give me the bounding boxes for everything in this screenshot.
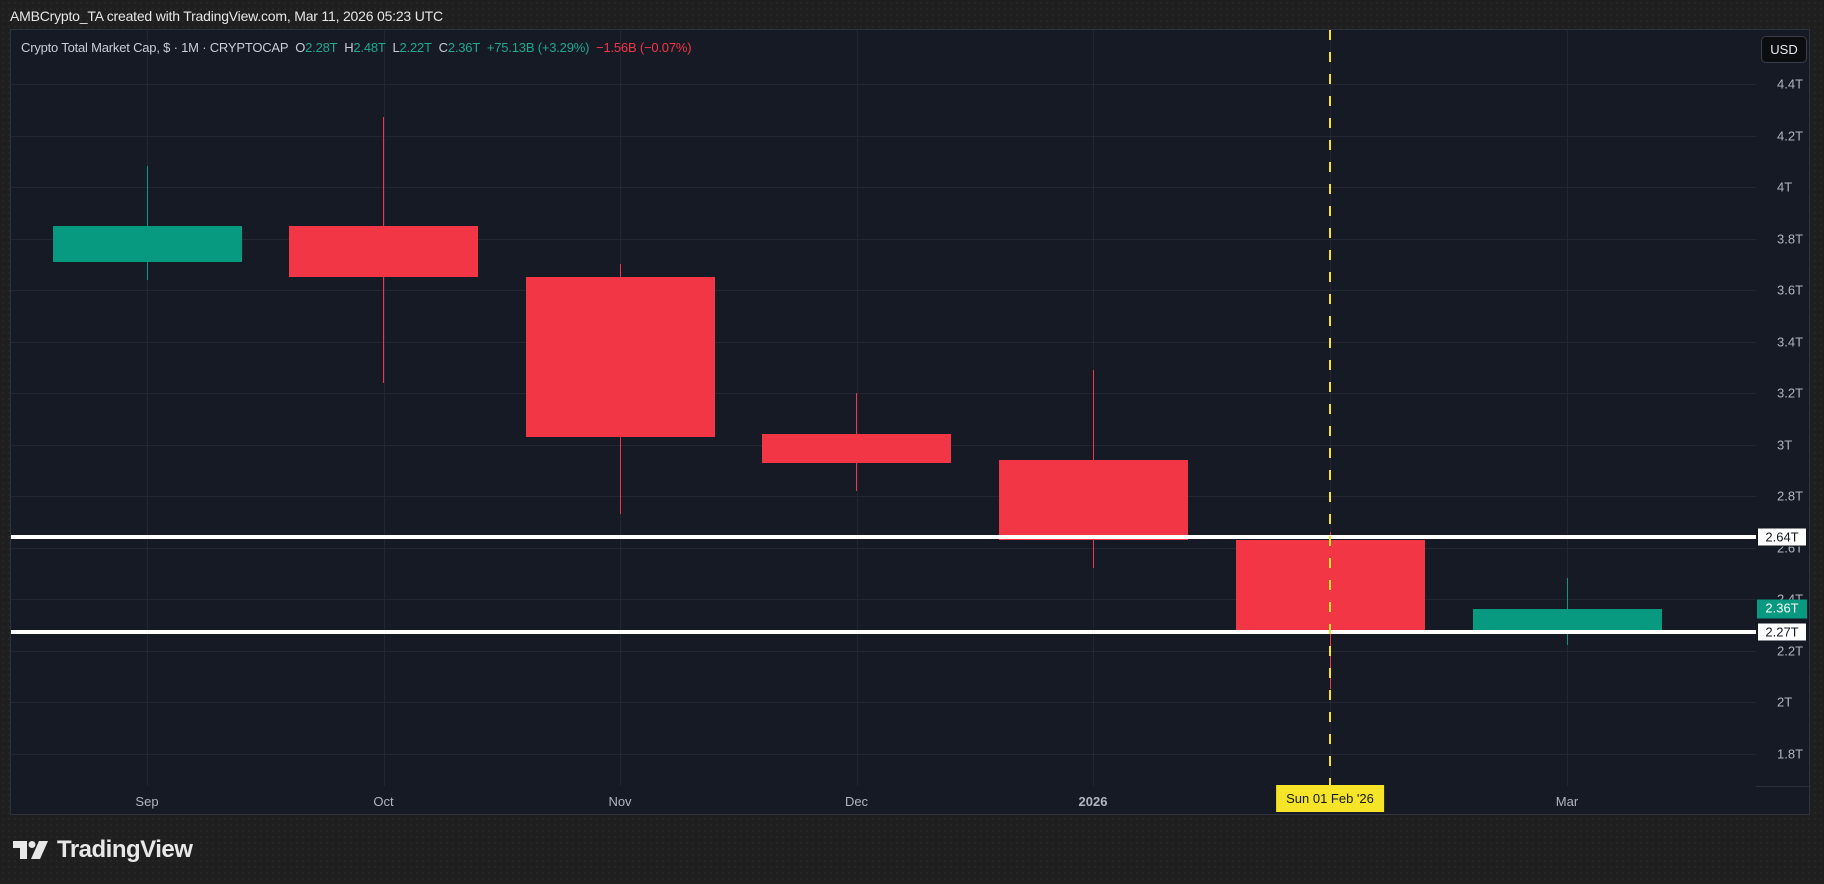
price-axis-tick: 3T: [1777, 437, 1793, 452]
price-axis-tick: 4T: [1777, 179, 1793, 195]
price-axis-tick: 4.2T: [1777, 128, 1804, 143]
candle-body-jan-2026[interactable]: [998, 459, 1188, 540]
level-price-label: 2.27T: [1757, 622, 1807, 642]
legend-symbol[interactable]: Crypto Total Market Cap, $ · 1M · CRYPTO…: [21, 40, 289, 55]
legend-change: +75.13B (+3.29%): [486, 40, 590, 55]
gridline-vertical: [1567, 30, 1568, 786]
price-axis-tick: 2T: [1777, 694, 1793, 710]
chart-legend: Crypto Total Market Cap, $ · 1M · CRYPTO…: [21, 40, 692, 55]
price-axis-tick: 2.2T: [1777, 643, 1804, 658]
candle-body-sep-2025[interactable]: [52, 225, 242, 262]
gridline-horizontal: [11, 650, 1756, 652]
time-axis-tick: 2026: [1078, 794, 1108, 809]
candle-body-dec-2025[interactable]: [762, 434, 951, 463]
gridline-horizontal: [11, 84, 1756, 85]
candle-body-mar-2026[interactable]: [1472, 609, 1662, 630]
price-axis-tick: 2.8T: [1777, 488, 1804, 504]
price-axis-tick: 4.4T: [1777, 76, 1804, 92]
time-axis-tick: Oct: [373, 794, 394, 809]
legend-close-label: C: [438, 40, 448, 55]
gridline-horizontal: [11, 753, 1756, 755]
gridline-horizontal: [11, 496, 1756, 497]
legend-change-secondary: −1.56B (−0.07%): [596, 40, 692, 55]
axis-corner-divider: [1756, 786, 1811, 787]
gridline-horizontal: [11, 135, 1756, 137]
time-axis-tick: Dec: [844, 794, 869, 809]
legend-open-label: O: [295, 40, 306, 55]
time-axis-tick: Nov: [608, 794, 632, 809]
tradingview-logo-text: TradingView: [57, 836, 193, 863]
price-axis-tick: 3.8T: [1777, 231, 1804, 246]
chart-plot-area[interactable]: [11, 30, 1766, 816]
gridline-horizontal: [11, 702, 1756, 703]
candle-body-nov-2025[interactable]: [525, 277, 715, 437]
gridline-vertical: [383, 30, 385, 786]
vertical-date-marker[interactable]: [1329, 30, 1331, 786]
gridline-vertical: [856, 30, 858, 786]
price-axis-tick: 3.6T: [1777, 282, 1804, 298]
legend-high-value: 2.48T: [353, 40, 386, 55]
tradingview-logo-icon: [13, 841, 48, 859]
level-price-label: 2.64T: [1757, 527, 1807, 547]
price-axis-tick: 3.4T: [1777, 334, 1804, 349]
legend-close-value: 2.36T: [447, 40, 481, 55]
price-axis-tick: 3.2T: [1777, 385, 1804, 401]
chart-attribution: AMBCrypto_TA created with TradingView.co…: [10, 8, 443, 24]
candle-body-oct-2025[interactable]: [289, 225, 478, 278]
last-price-label: 2.36T: [1757, 599, 1807, 619]
gridline-horizontal: [11, 599, 1756, 600]
tradingview-logo: TradingView: [13, 836, 193, 864]
date-marker-label: Sun 01 Feb '26: [1276, 785, 1384, 812]
gridline-horizontal: [11, 393, 1756, 394]
candle-wick: [146, 166, 148, 280]
gridline-horizontal: [11, 341, 1756, 343]
time-axis-tick: Mar: [1555, 794, 1579, 809]
horizontal-level-line[interactable]: [11, 535, 1756, 540]
legend-low-label: L: [392, 40, 400, 55]
gridline-horizontal: [11, 290, 1756, 291]
legend-open-value: 2.28T: [305, 40, 338, 55]
legend-low-value: 2.22T: [399, 40, 432, 55]
time-axis-tick: Sep: [135, 794, 159, 809]
gridline-horizontal: [11, 238, 1756, 240]
gridline-horizontal: [11, 547, 1756, 549]
price-axis-tick: 1.8T: [1777, 746, 1804, 761]
gridline-vertical: [147, 30, 148, 786]
horizontal-level-line[interactable]: [11, 630, 1756, 635]
chart-frame: Crypto Total Market Cap, $ · 1M · CRYPTO…: [10, 29, 1811, 816]
currency-button[interactable]: USD: [1761, 36, 1807, 63]
gridline-horizontal: [11, 187, 1756, 188]
gridline-vertical: [1093, 30, 1094, 786]
legend-high-label: H: [344, 40, 354, 55]
